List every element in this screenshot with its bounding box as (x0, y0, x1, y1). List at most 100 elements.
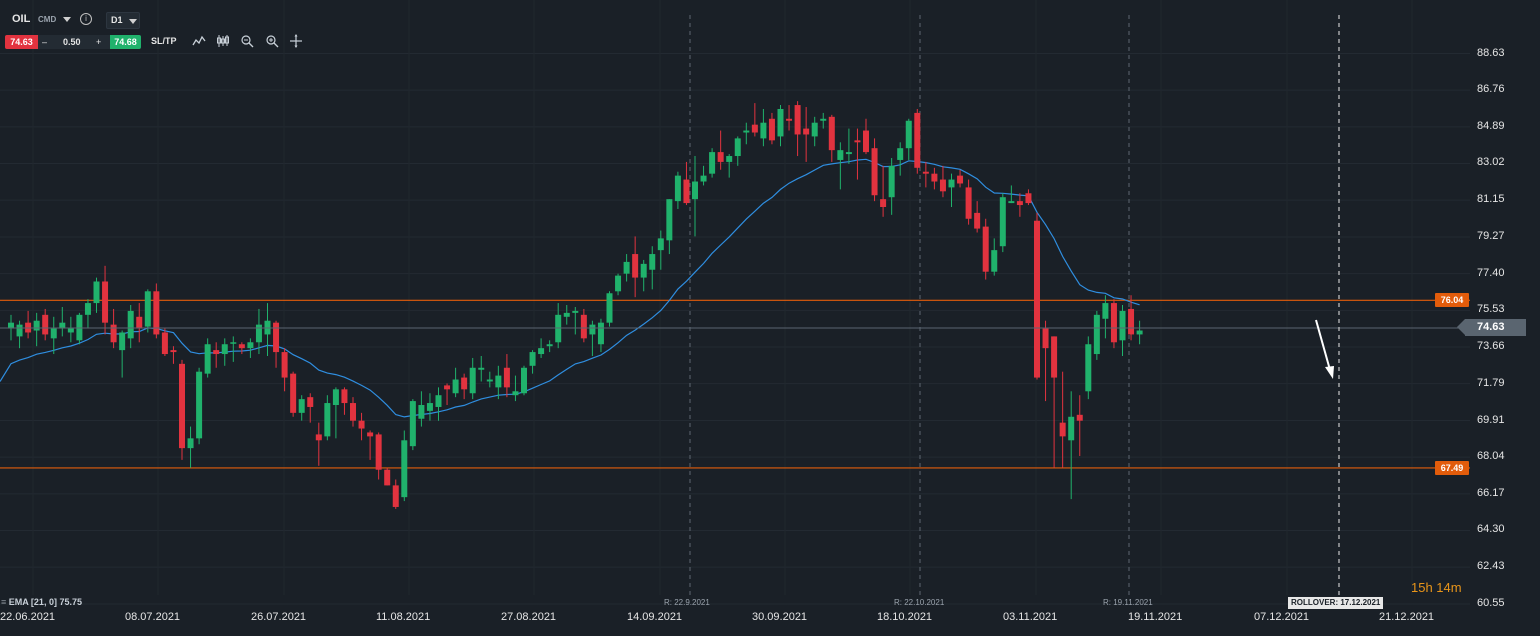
candle (606, 291, 613, 327)
candle-body (384, 469, 391, 486)
volume-value[interactable]: 0.50 (63, 37, 81, 47)
y-tick-label: 75.53 (1477, 303, 1505, 316)
candle-body (8, 322, 14, 329)
candle-body (811, 122, 818, 137)
candle-body (33, 320, 40, 331)
candle-body (1008, 201, 1015, 204)
candle (922, 161, 929, 188)
candle-body (93, 281, 100, 304)
candle-body (939, 179, 946, 192)
candle (307, 393, 314, 423)
candle-body (42, 314, 49, 335)
candle-body (615, 275, 622, 292)
candle-body (59, 322, 66, 329)
x-tick-label: 11.08.2021 (376, 611, 431, 623)
candle-body (649, 254, 656, 270)
candle-body (777, 108, 784, 137)
sell-button[interactable]: 74.63 (5, 35, 38, 49)
candle-body (521, 367, 527, 394)
candle (93, 277, 100, 313)
candle (102, 265, 109, 335)
candle-body (324, 403, 331, 437)
symbol-name[interactable]: OIL (12, 13, 31, 25)
candle-body (452, 379, 459, 394)
candle (820, 112, 827, 129)
y-tick-label: 86.76 (1477, 83, 1505, 96)
timeframe-select[interactable]: D1 (106, 12, 140, 29)
volume-increase-button[interactable]: + (96, 37, 102, 47)
sltp-button[interactable]: SL/TP (151, 36, 177, 46)
info-icon[interactable]: i (80, 13, 92, 25)
buy-button[interactable]: 74.68 (110, 35, 141, 49)
candle-body (597, 322, 604, 345)
line-chart-icon[interactable] (192, 34, 206, 48)
candle-body (238, 344, 245, 349)
candle (213, 342, 220, 368)
candle (444, 383, 451, 406)
candle (332, 387, 339, 439)
volume-decrease-button[interactable]: – (42, 37, 48, 47)
timeframe-label: D1 (111, 15, 123, 25)
candle-body (127, 310, 134, 339)
x-tick-label: 19.11.2021 (1128, 611, 1183, 623)
candle (1059, 371, 1066, 468)
candle-body (161, 332, 168, 355)
x-tick-label: 30.09.2021 (752, 611, 808, 623)
candle (33, 312, 40, 347)
zoom-out-icon[interactable] (240, 34, 254, 48)
candle-body (375, 434, 382, 470)
crosshair-icon[interactable] (289, 34, 303, 48)
candle-type-icon[interactable] (216, 34, 230, 48)
candle (1025, 189, 1032, 206)
candle (683, 161, 690, 206)
candle (760, 108, 767, 147)
candle (384, 467, 391, 486)
candle (837, 142, 844, 190)
candle (1136, 320, 1143, 345)
volume-stepper[interactable]: – 0.50 + (38, 35, 110, 49)
y-tick-label: 83.02 (1477, 156, 1505, 169)
y-tick-label: 77.40 (1477, 266, 1505, 279)
x-tick-label: 22.06.2021 (0, 611, 56, 623)
candle-body (931, 173, 938, 182)
y-tick-label: 60.55 (1477, 597, 1505, 609)
y-tick-label: 79.27 (1477, 230, 1505, 242)
candle (469, 357, 476, 400)
candle (905, 118, 912, 160)
candle-body (957, 175, 964, 184)
candle (1042, 320, 1049, 402)
candle (324, 395, 331, 441)
y-tick-label: 73.66 (1477, 339, 1505, 352)
ema-indicator-label[interactable]: ≡ EMA [21, 0] 75.75 (1, 597, 82, 607)
candle-body (786, 118, 793, 121)
rollover-mark-label: R: 22.10.2021 (894, 598, 945, 607)
candle-body (1128, 308, 1135, 335)
x-tick-label: 07.12.2021 (1254, 611, 1310, 623)
candle (717, 130, 724, 170)
x-tick-label: 14.09.2021 (627, 611, 683, 623)
chevron-down-icon[interactable] (63, 17, 71, 22)
candle-body (991, 250, 998, 272)
candle-body (717, 152, 724, 162)
candle-body (657, 238, 664, 251)
candle (529, 350, 536, 374)
current-price-tag: 74.63 (1457, 319, 1526, 337)
candle-body (563, 312, 570, 317)
candle-body (486, 379, 493, 382)
candle (743, 122, 750, 145)
y-tick-label: 66.17 (1477, 486, 1505, 499)
candle-body (905, 120, 912, 149)
candle (811, 116, 818, 147)
candle (1076, 395, 1083, 456)
candle (974, 201, 981, 233)
candle-body (307, 397, 314, 407)
candle-body (538, 348, 545, 355)
candle-body (845, 152, 852, 155)
candle-body (820, 118, 827, 121)
candle-body (974, 212, 981, 229)
chart-toolbar: OIL CMD i D1 74.63 – 0.50 + 74.68 SL/TP (0, 0, 360, 60)
zoom-in-icon[interactable] (265, 34, 279, 48)
candle (350, 397, 356, 427)
candle (179, 359, 185, 460)
